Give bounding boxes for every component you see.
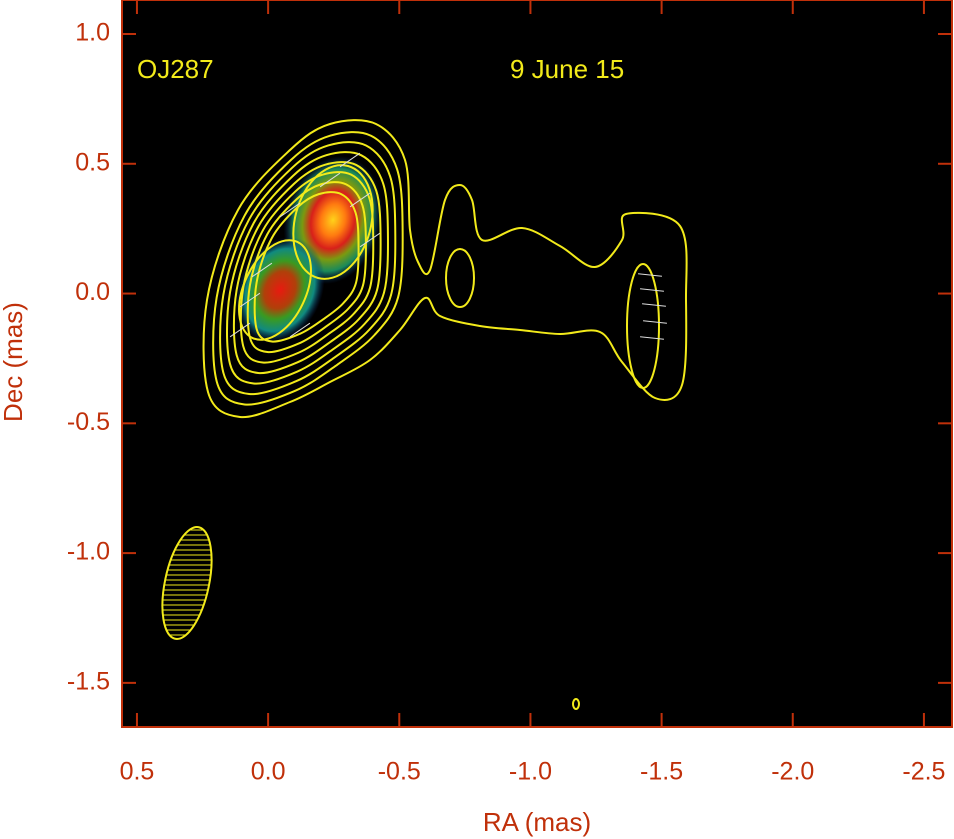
x-tick-label: -2.0 [771,758,814,786]
plot-area [122,0,952,727]
y-tick-label: -0.5 [67,408,110,436]
polarization-vector [349,192,371,208]
polarization-vector [640,336,664,340]
contour [226,151,389,385]
contour [253,191,360,343]
contour [219,141,397,396]
polarization-vector [239,292,261,308]
contour [232,161,382,375]
contour [212,131,404,406]
polarization-vector [643,320,667,324]
contour [246,181,367,354]
x-tick-label: -2.5 [902,758,945,786]
contour [572,698,580,710]
contour [238,239,312,341]
y-tick-label: -1.0 [67,538,110,566]
x-tick-label: -1.0 [509,758,552,786]
contour [239,171,375,364]
beam [161,526,213,640]
polarization-vector [359,232,381,248]
y-tick-label: -1.5 [67,667,110,695]
contour [202,119,688,419]
y-tick-label: 1.0 [75,19,110,47]
contour [445,248,475,308]
x-tick-label: -1.5 [640,758,683,786]
polarization-vector [289,322,311,338]
x-axis-label: RA (mas) [483,807,591,837]
polarization-vector [251,262,273,278]
annotation: OJ287 [137,54,214,84]
polarization-vector [339,152,361,168]
polarization-vector [279,202,301,218]
emission-core [235,237,325,343]
y-tick-label: 0.0 [75,278,110,306]
polarization-vector [319,172,341,188]
frame [121,0,953,728]
polarization-vector [638,273,662,277]
polarization-vector [229,322,251,338]
y-axis-label: Dec (mas) [0,302,28,422]
x-tick-label: 0.5 [120,758,155,786]
contour [292,164,374,280]
annotation: 9 June 15 [510,54,624,84]
polarization-vector [642,303,666,307]
polarization-vector [640,288,664,292]
y-tick-label: 0.5 [75,148,110,176]
x-tick-label: 0.0 [251,758,286,786]
x-tick-label: -0.5 [378,758,421,786]
